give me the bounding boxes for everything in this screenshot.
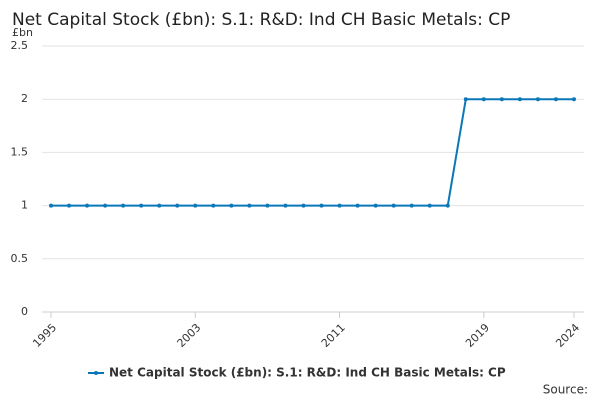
point — [157, 203, 162, 208]
point — [319, 203, 324, 208]
series-line — [51, 98, 574, 207]
point — [121, 203, 126, 208]
point — [229, 203, 234, 208]
x-tick-label: 1995 — [30, 321, 59, 350]
x-tick-label: 2011 — [319, 321, 348, 350]
legend-label: Net Capital Stock (£bn): S.1: R&D: Ind C… — [109, 366, 506, 380]
y-tick-label: 2 — [21, 92, 28, 105]
point — [301, 203, 306, 208]
x-tick-label: 2003 — [175, 321, 204, 350]
x-tick-label: 2019 — [463, 321, 492, 350]
y-axis-label: £bn — [12, 26, 33, 39]
point — [409, 203, 414, 208]
point — [193, 203, 198, 208]
point — [427, 203, 432, 208]
y-tick-label: 1 — [21, 199, 28, 212]
point — [572, 97, 576, 102]
point — [175, 203, 180, 208]
point — [391, 203, 396, 208]
point — [517, 97, 522, 102]
point — [211, 203, 216, 208]
y-tick-label: 0.5 — [11, 252, 29, 265]
point — [85, 203, 90, 208]
point — [355, 203, 360, 208]
point — [337, 203, 342, 208]
y-tick-label: 2.5 — [11, 39, 29, 52]
y-tick-label: 0 — [21, 305, 28, 318]
point — [553, 97, 558, 102]
point — [283, 203, 288, 208]
point — [67, 203, 72, 208]
source: Source: — [543, 383, 588, 397]
y-tick-label: 1.5 — [11, 145, 29, 158]
point — [499, 97, 504, 102]
point — [481, 97, 486, 102]
chart-title: Net Capital Stock (£bn): S.1: R&D: Ind C… — [12, 10, 510, 30]
x-tick-label: 2024 — [553, 321, 582, 350]
point — [49, 203, 53, 208]
point — [139, 203, 144, 208]
point — [463, 97, 468, 102]
point — [247, 203, 252, 208]
point — [445, 203, 450, 208]
point — [103, 203, 108, 208]
point — [265, 203, 270, 208]
point — [373, 203, 378, 208]
legend-marker — [94, 371, 98, 375]
point — [535, 97, 540, 102]
